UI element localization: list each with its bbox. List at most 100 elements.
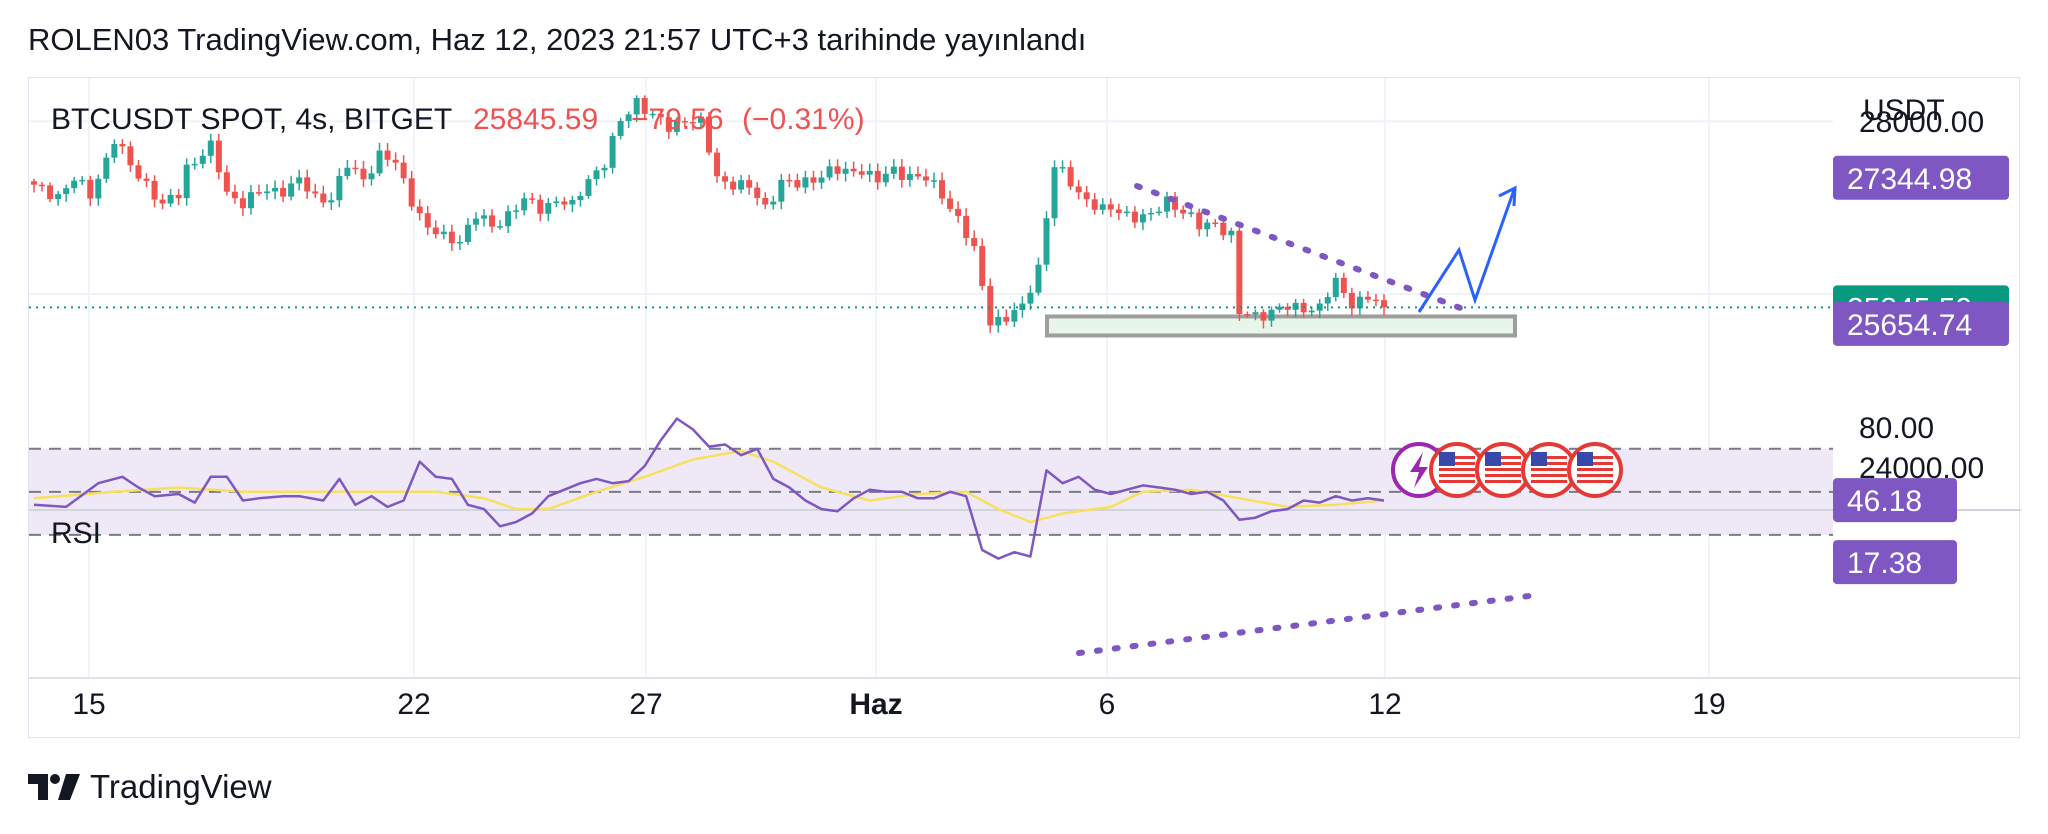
candle [617, 117, 624, 140]
candle [63, 184, 70, 202]
candle [834, 159, 841, 181]
candle [609, 132, 616, 174]
candle [561, 196, 568, 210]
candle [1324, 292, 1331, 311]
footer-brand: TradingView [90, 768, 272, 805]
candle [1019, 296, 1026, 318]
candle [1083, 185, 1090, 207]
candle [1284, 303, 1291, 317]
candle [175, 188, 182, 206]
candle [1372, 293, 1379, 307]
candle [754, 182, 761, 206]
candle [890, 159, 897, 179]
candle [1180, 205, 1187, 219]
descending-trendline[interactable] [1134, 183, 1474, 315]
candle [778, 173, 785, 210]
us-flag-icon[interactable] [1521, 442, 1577, 498]
chart-grid [29, 78, 2021, 679]
candle [1252, 309, 1259, 321]
candle [995, 309, 1002, 333]
candle [738, 174, 745, 194]
candle [143, 173, 150, 188]
candle [215, 133, 222, 180]
candle [167, 188, 174, 207]
rsi-line [33, 417, 1385, 560]
candle [103, 153, 110, 183]
candle [207, 133, 214, 164]
candle [368, 165, 375, 186]
candle [665, 113, 672, 139]
candle [1348, 287, 1355, 317]
candle [1115, 203, 1122, 221]
candle [714, 147, 721, 183]
candle [866, 163, 873, 182]
candle [304, 169, 311, 199]
publisher-header: ROLEN03 TradingView.com, Haz 12, 2023 21… [28, 22, 1087, 57]
candle [1268, 306, 1275, 327]
currency-label[interactable]: USDT [1863, 94, 1945, 127]
projection-path[interactable] [1417, 189, 1516, 313]
candle [1332, 272, 1339, 302]
candle [1043, 211, 1050, 271]
footer: TradingView [28, 768, 272, 806]
candle [489, 209, 496, 233]
candle [71, 176, 78, 194]
candle [1196, 208, 1203, 237]
candle [1220, 219, 1227, 241]
svg-text:27344.98: 27344.98 [1847, 163, 1972, 196]
candle [826, 159, 833, 181]
candle [882, 166, 889, 187]
candle [280, 180, 287, 203]
candle [239, 191, 246, 216]
candle [87, 175, 94, 206]
candle [746, 174, 753, 195]
price-candles [31, 95, 1387, 333]
candle [408, 170, 415, 211]
candle [1244, 311, 1251, 318]
candle [344, 159, 351, 180]
candle [135, 160, 142, 182]
lightning-icon[interactable] [1391, 442, 1447, 498]
candle [448, 224, 455, 251]
time-tick-label: 22 [397, 688, 430, 721]
candle [95, 174, 102, 206]
support-zone[interactable] [1045, 314, 1517, 338]
candle [979, 238, 986, 291]
rsi-ascending-trendline[interactable] [1076, 593, 1532, 656]
candle [706, 112, 712, 156]
candle [55, 190, 62, 206]
candle [352, 159, 359, 175]
candle [424, 205, 431, 235]
candle [786, 173, 793, 188]
candle [810, 170, 817, 191]
chart-canvas[interactable]: BTCUSDT SPOT, 4s, BITGET 25845.59 −79.56… [29, 78, 2021, 739]
candle [987, 278, 994, 333]
candle [159, 193, 166, 210]
candle [762, 192, 769, 210]
candle [722, 171, 729, 190]
candle [681, 117, 688, 128]
time-tick-label: 19 [1692, 688, 1725, 721]
candle [1075, 179, 1082, 200]
candle [392, 152, 399, 171]
candle [47, 182, 54, 203]
candle [264, 184, 271, 200]
candle [79, 176, 86, 185]
us-flag-icon[interactable] [1429, 442, 1485, 498]
candle [931, 172, 937, 189]
event-icons[interactable] [1391, 442, 1623, 498]
candle [585, 175, 592, 199]
us-flag-icon[interactable] [1567, 442, 1623, 498]
chart-frame[interactable]: BTCUSDT SPOT, 4s, BITGET 25845.59 −79.56… [28, 77, 2021, 739]
candle [593, 166, 600, 186]
candle [818, 170, 825, 189]
legend-price: 25845.59 [473, 103, 598, 136]
svg-text:17.38: 17.38 [1847, 547, 1922, 580]
candle [31, 178, 37, 193]
candle [673, 117, 680, 136]
candle [1316, 299, 1323, 318]
candle [272, 180, 279, 200]
candle [1292, 299, 1299, 318]
candle [1164, 191, 1171, 219]
candle [111, 139, 118, 164]
